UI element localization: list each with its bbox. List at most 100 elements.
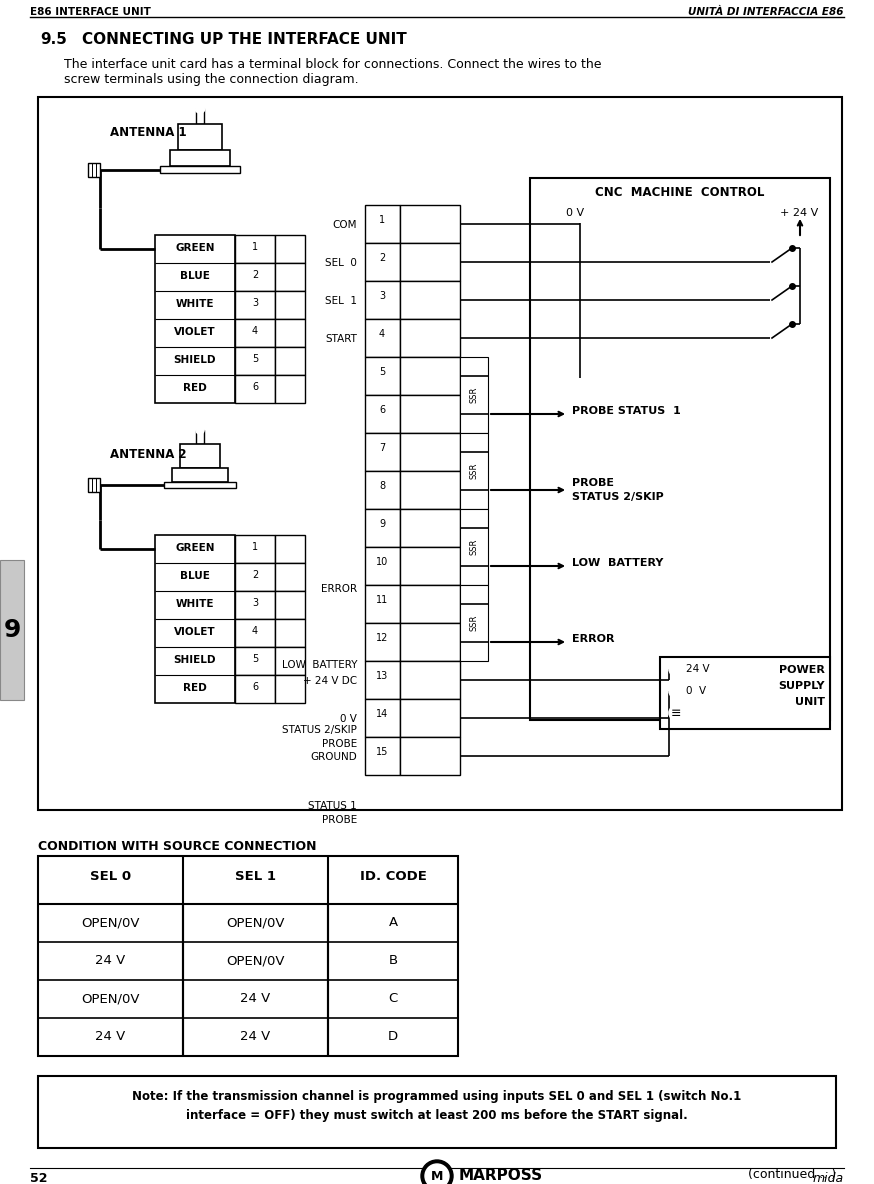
Bar [400, 623, 460, 661]
Bar [180, 444, 220, 468]
Text: CNC  MACHINE  CONTROL: CNC MACHINE CONTROL [595, 186, 765, 199]
Text: 2: 2 [252, 270, 258, 279]
Circle shape [669, 684, 683, 699]
Text: 24 V: 24 V [95, 954, 126, 967]
Bar [275, 535, 305, 564]
Text: M: M [431, 1170, 443, 1183]
Bar [400, 318, 460, 358]
Text: VIOLET: VIOLET [174, 628, 216, 637]
Bar [275, 619, 305, 646]
Text: 5: 5 [252, 654, 258, 664]
Bar [365, 318, 400, 358]
Bar [88, 163, 100, 176]
Text: C: C [388, 992, 398, 1005]
Bar [38, 856, 458, 1056]
Bar [660, 657, 830, 729]
Text: RED: RED [184, 382, 207, 393]
Bar [400, 736, 460, 776]
Bar [235, 234, 275, 263]
Bar [400, 205, 460, 243]
Text: SEL 1: SEL 1 [235, 870, 276, 883]
Text: Note: If the transmission channel is programmed using inputs SEL 0 and SEL 1 (sw: Note: If the transmission channel is pro… [132, 1090, 742, 1103]
Text: 24 V: 24 V [240, 1030, 271, 1043]
Text: SSR: SSR [469, 539, 478, 555]
Text: SEL  1: SEL 1 [325, 296, 357, 305]
Text: 4: 4 [252, 626, 258, 636]
Text: interface = OFF) they must switch at least 200 ms before the START signal.: interface = OFF) they must switch at lea… [186, 1109, 688, 1122]
Bar [365, 358, 400, 395]
Circle shape [196, 426, 204, 435]
Circle shape [669, 706, 683, 720]
Circle shape [425, 1164, 449, 1184]
Text: mida: mida [813, 1172, 844, 1184]
Text: 24 V: 24 V [240, 992, 271, 1005]
Bar [365, 547, 400, 585]
Text: LOW  BATTERY: LOW BATTERY [572, 558, 663, 568]
Circle shape [421, 1160, 453, 1184]
Text: CONDITION WITH SOURCE CONNECTION: CONDITION WITH SOURCE CONNECTION [38, 839, 316, 852]
Text: ERROR: ERROR [321, 584, 357, 594]
Text: 7: 7 [378, 443, 385, 453]
Bar [460, 433, 488, 509]
Text: ≡: ≡ [670, 707, 681, 720]
Text: 24 V: 24 V [95, 1030, 126, 1043]
Bar [178, 124, 222, 150]
Bar [275, 591, 305, 619]
Bar [196, 108, 204, 124]
Bar [155, 535, 235, 703]
Bar [275, 564, 305, 591]
Text: BLUE: BLUE [180, 571, 210, 581]
Text: START: START [325, 334, 357, 345]
Bar [365, 736, 400, 776]
Text: 3: 3 [252, 298, 258, 308]
Bar [365, 661, 400, 699]
Circle shape [195, 103, 205, 112]
Text: D: D [388, 1030, 398, 1043]
Text: ANTENNA 1: ANTENNA 1 [110, 126, 187, 139]
Text: STATUS 1: STATUS 1 [309, 802, 357, 811]
Text: STATUS 2/SKIP: STATUS 2/SKIP [572, 493, 663, 502]
Bar [400, 471, 460, 509]
Text: 3: 3 [252, 598, 258, 609]
Text: (continued ...): (continued ...) [748, 1167, 836, 1180]
Bar [365, 623, 400, 661]
Text: UNIT: UNIT [795, 697, 825, 707]
Bar [400, 281, 460, 318]
Text: 14: 14 [376, 709, 388, 719]
Bar [400, 433, 460, 471]
Text: SEL  0: SEL 0 [325, 258, 357, 268]
Bar [400, 243, 460, 281]
Text: GROUND: GROUND [310, 752, 357, 762]
Text: 6: 6 [252, 382, 258, 392]
Bar [275, 347, 305, 375]
Text: ERROR: ERROR [572, 633, 614, 644]
Bar [235, 347, 275, 375]
Text: SHIELD: SHIELD [174, 355, 216, 365]
Bar [365, 205, 400, 243]
Text: CONNECTING UP THE INTERFACE UNIT: CONNECTING UP THE INTERFACE UNIT [82, 32, 406, 47]
Text: ID. CODE: ID. CODE [359, 870, 427, 883]
Bar [365, 471, 400, 509]
Text: 9: 9 [379, 519, 385, 529]
Circle shape [669, 662, 683, 676]
Bar [275, 675, 305, 703]
Bar [275, 291, 305, 318]
Bar [235, 646, 275, 675]
Bar [196, 430, 204, 444]
Text: + 24 V: + 24 V [780, 208, 818, 218]
Text: 5: 5 [378, 367, 385, 377]
Text: OPEN/0V: OPEN/0V [226, 954, 285, 967]
Text: OPEN/0V: OPEN/0V [226, 916, 285, 929]
Text: POWER: POWER [779, 665, 825, 675]
Text: 8: 8 [379, 481, 385, 491]
Bar [235, 675, 275, 703]
Bar [400, 358, 460, 395]
Text: 2: 2 [252, 570, 258, 580]
Text: 4: 4 [252, 326, 258, 336]
Text: COM: COM [332, 220, 357, 230]
Bar [38, 97, 842, 810]
Text: B: B [388, 954, 398, 967]
Bar [164, 482, 236, 488]
Text: PROBE: PROBE [322, 739, 357, 749]
Text: 3: 3 [379, 291, 385, 301]
